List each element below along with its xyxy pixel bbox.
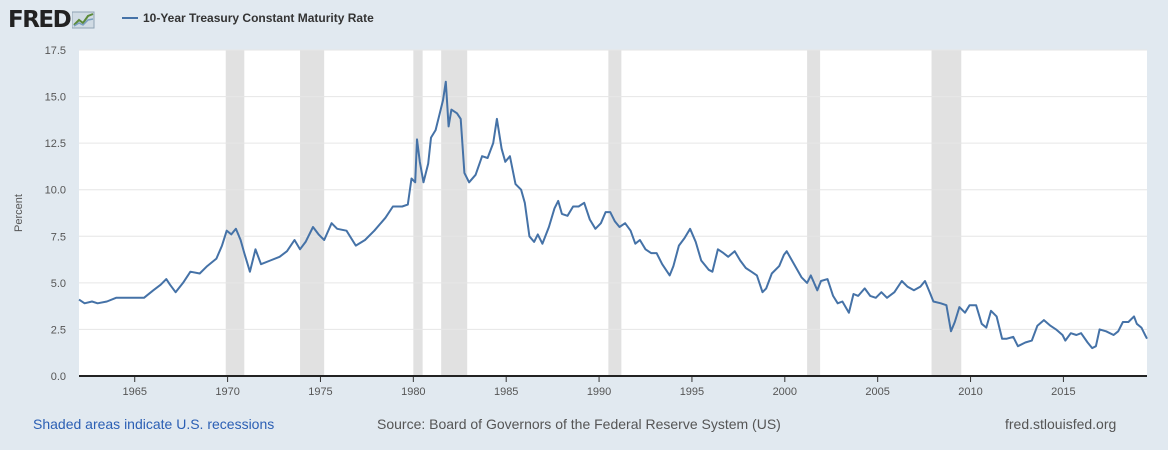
y-tick-label: 10.0	[45, 185, 66, 197]
x-tick-label: 1975	[308, 386, 332, 398]
x-tick-label: 2000	[773, 386, 797, 398]
recession-band	[225, 50, 245, 376]
x-tick-label: 2005	[865, 386, 889, 398]
fred-logo-text: FRED	[8, 7, 72, 33]
recession-band	[413, 50, 423, 376]
x-tick-label: 1990	[587, 386, 611, 398]
y-tick-label: 0.0	[51, 371, 66, 383]
site-link[interactable]: fred.stlouisfed.org	[1005, 416, 1117, 432]
y-tick-label: 5.0	[51, 278, 66, 290]
fred-logo[interactable]: FRED	[8, 6, 96, 34]
chart-legend: 10-Year Treasury Constant Maturity Rate	[122, 11, 374, 25]
x-tick-label: 1985	[494, 386, 518, 398]
recession-band	[807, 50, 821, 376]
series-line	[78, 80, 1148, 350]
x-tick-label: 1970	[215, 386, 239, 398]
x-tick-label: 1980	[401, 386, 425, 398]
recession-band	[608, 50, 622, 376]
recession-band	[300, 50, 325, 376]
recession-band	[931, 50, 962, 376]
line-chart: 0.0 2.5 5.0 7.5 10.0 12.5 15.0 17.5 1965 1970 1975…	[13, 45, 1148, 398]
y-tick-label: 2.5	[51, 324, 66, 336]
x-tick-label: 2010	[958, 386, 982, 398]
recessions-note-link[interactable]: Shaded areas indicate U.S. recessions	[33, 416, 275, 432]
x-tick-label: 1995	[680, 386, 704, 398]
x-tick-label: 1965	[122, 386, 146, 398]
chart-logo-icon	[72, 11, 95, 29]
recession-band	[441, 50, 468, 376]
y-tick-label: 7.5	[51, 231, 66, 243]
x-tick-label: 2015	[1051, 386, 1075, 398]
y-tick-label: 17.5	[45, 45, 66, 57]
legend-series-swatch	[122, 17, 138, 19]
legend-series-label: 10-Year Treasury Constant Maturity Rate	[143, 11, 374, 25]
y-axis-title: Percent	[13, 194, 25, 232]
y-tick-label: 12.5	[45, 138, 66, 150]
y-tick-label: 15.0	[45, 92, 66, 104]
source-text: Source: Board of Governors of the Federa…	[377, 416, 781, 432]
